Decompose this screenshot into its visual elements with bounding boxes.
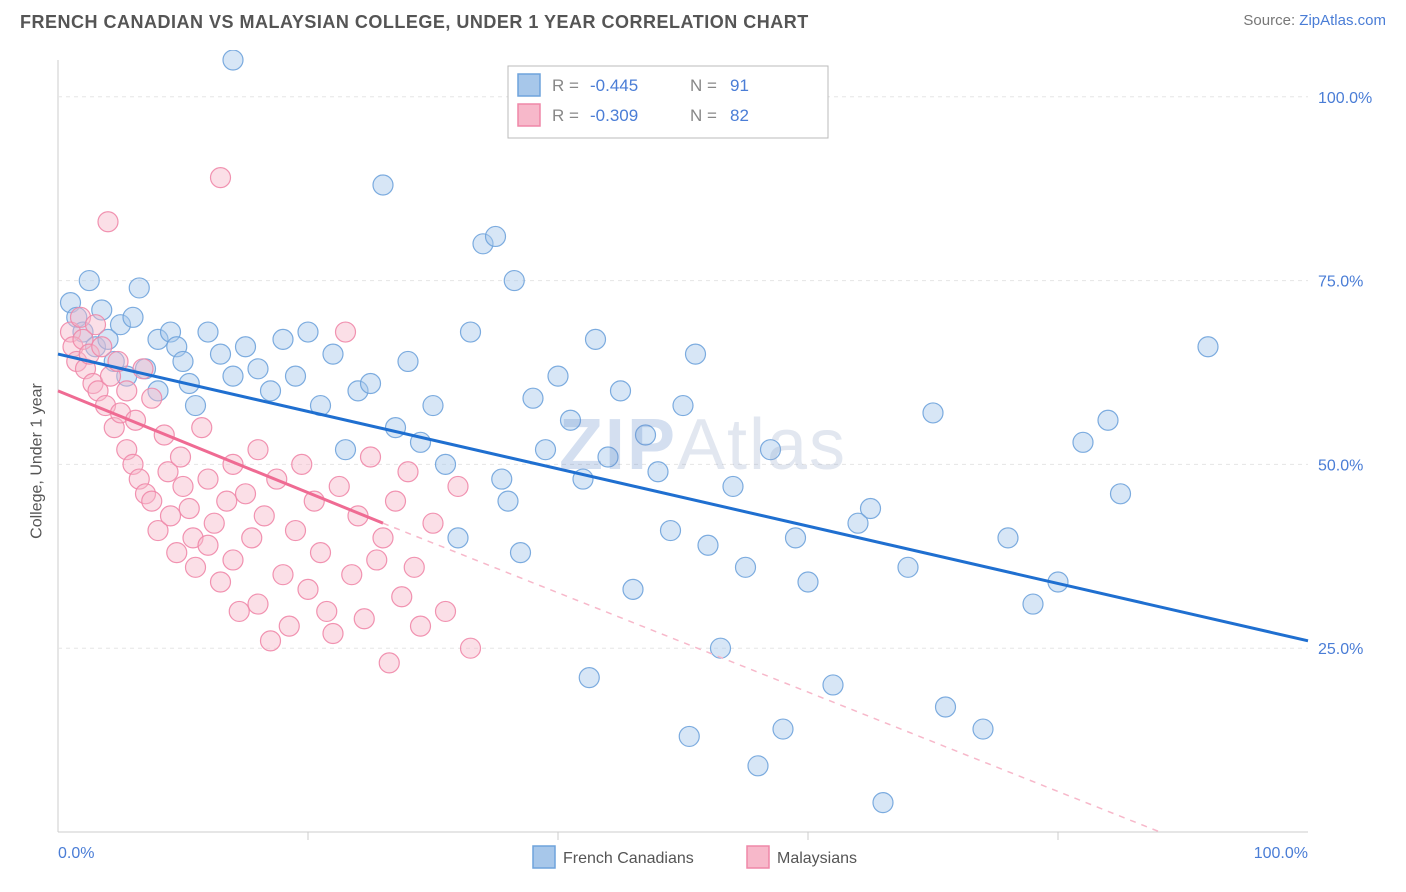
chart-container: College, Under 1 year ZIPAtlas 25.0%50.0…: [18, 50, 1388, 872]
source-link[interactable]: ZipAtlas.com: [1299, 12, 1386, 29]
svg-text:82: 82: [730, 106, 749, 125]
y-axis-label: College, Under 1 year: [29, 383, 47, 539]
svg-text:N =: N =: [690, 106, 717, 125]
svg-text:-0.309: -0.309: [590, 106, 638, 125]
chart-title: FRENCH CANADIAN VS MALAYSIAN COLLEGE, UN…: [20, 12, 809, 33]
svg-text:100.0%: 100.0%: [1318, 90, 1372, 107]
svg-text:50.0%: 50.0%: [1318, 457, 1363, 474]
scatter-chart: 25.0% 50.0% 75.0% 100.0% 0.0% 100.0% R = -0.445…: [18, 50, 1388, 872]
svg-text:100.0%: 100.0%: [1254, 845, 1308, 862]
svg-text:25.0%: 25.0%: [1318, 641, 1363, 658]
svg-text:-0.445: -0.445: [590, 76, 638, 95]
svg-text:75.0%: 75.0%: [1318, 274, 1363, 291]
source-attribution: Source: ZipAtlas.com: [1243, 12, 1386, 29]
svg-text:91: 91: [730, 76, 749, 95]
svg-text:R =: R =: [552, 106, 579, 125]
svg-text:R =: R =: [552, 76, 579, 95]
svg-text:0.0%: 0.0%: [58, 845, 94, 862]
svg-text:N =: N =: [690, 76, 717, 95]
svg-text:French Canadians: French Canadians: [563, 850, 694, 867]
svg-text:Malaysians: Malaysians: [777, 850, 857, 867]
source-label: Source:: [1243, 12, 1299, 29]
